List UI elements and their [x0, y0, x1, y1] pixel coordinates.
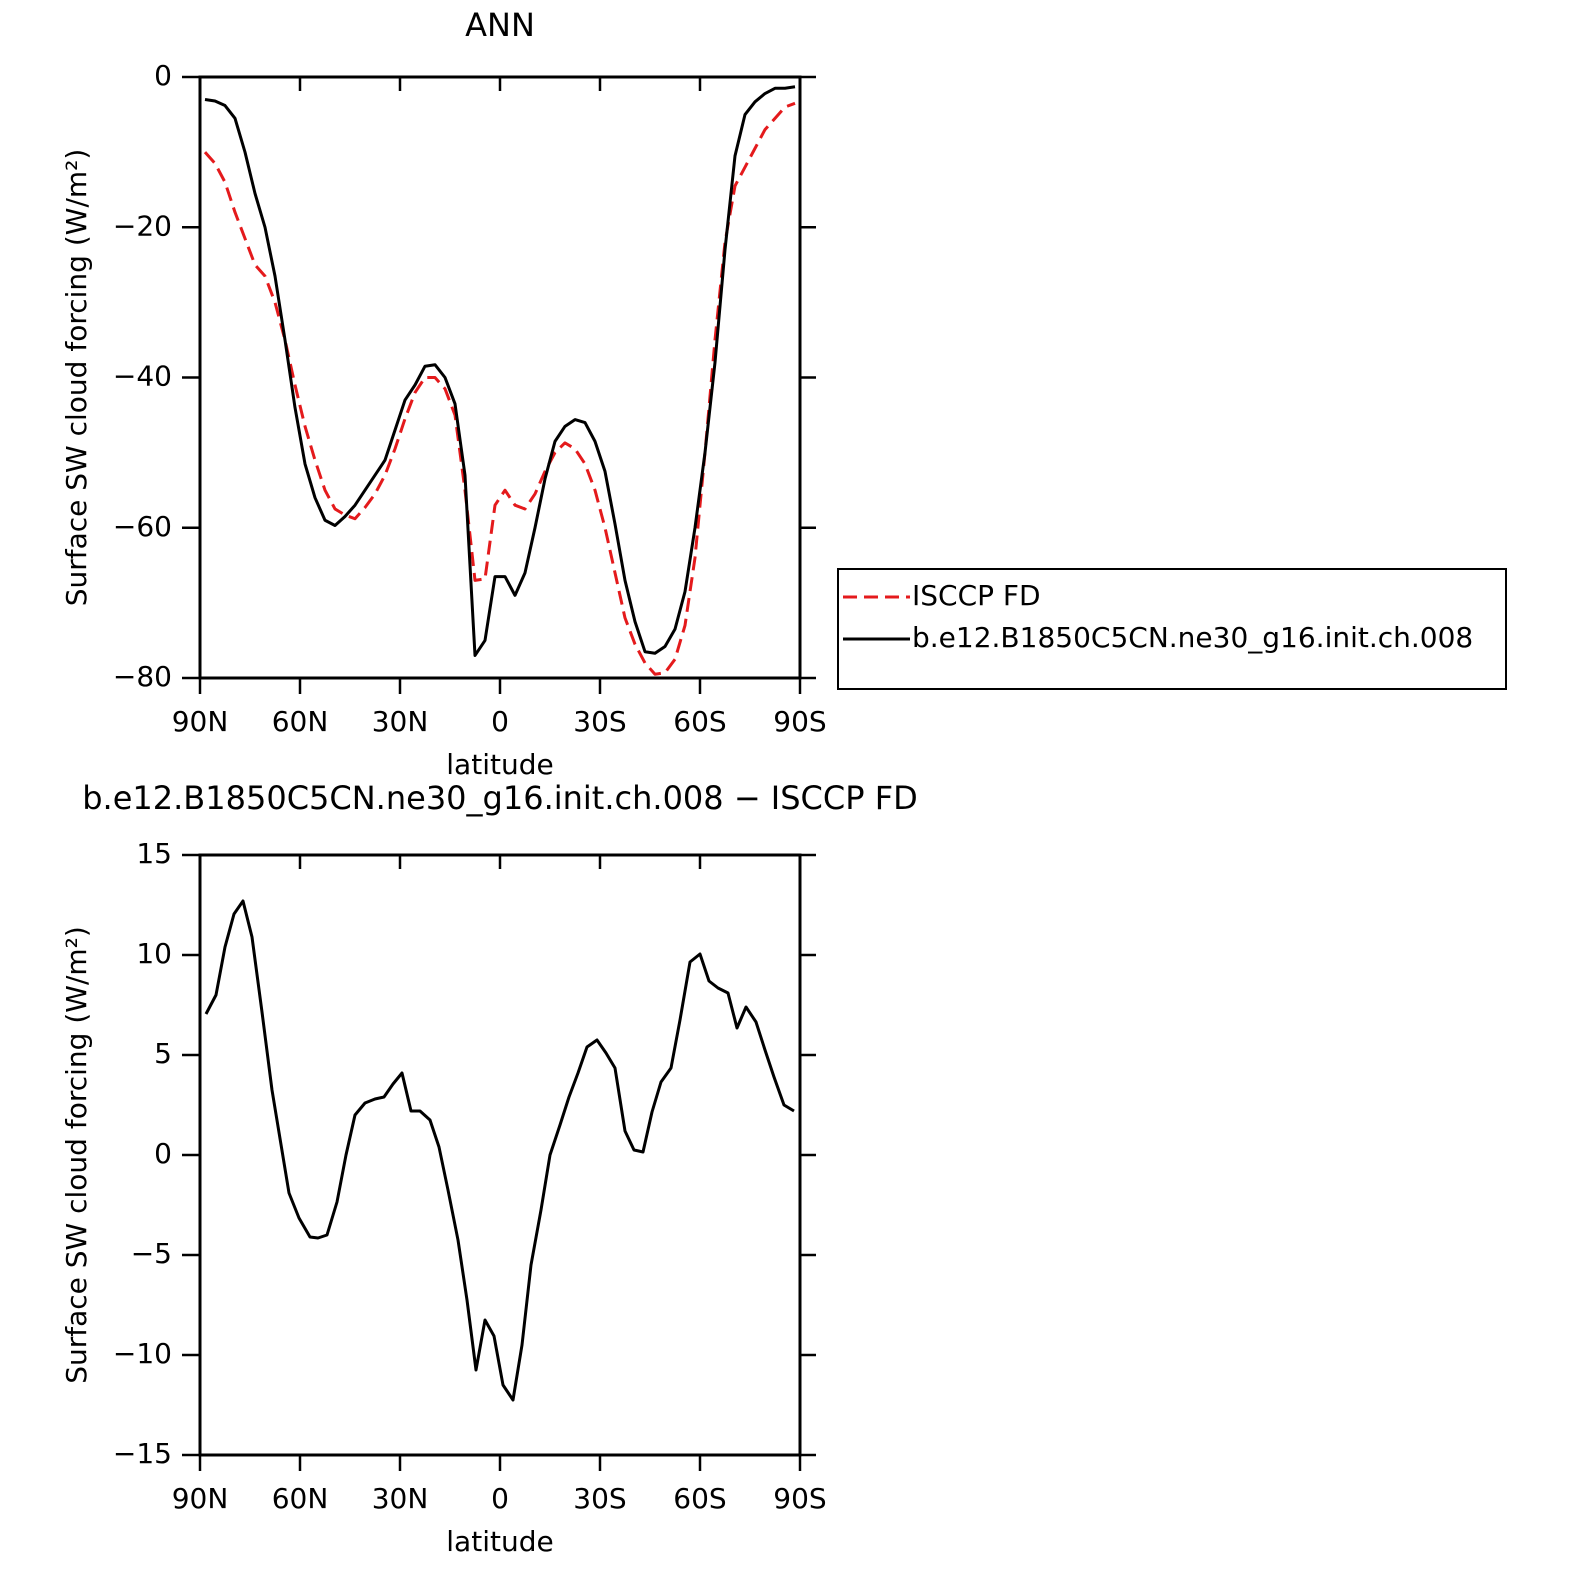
x-tick-label: 30S: [573, 1482, 626, 1515]
x-tick-label: 60N: [272, 705, 329, 738]
y-tick-label: 0: [154, 1137, 172, 1170]
plot-frame: [198, 853, 802, 1457]
y-tick-label: 10: [136, 937, 172, 970]
x-tick-label: 90S: [773, 1482, 826, 1515]
x-tick-label: 30N: [372, 1482, 429, 1515]
y-tick-label: −15: [113, 1437, 172, 1470]
x-axis-label: latitude: [446, 748, 553, 781]
y-tick-label: −60: [113, 510, 172, 543]
plot-frame: [198, 75, 802, 680]
x-tick-label: 60S: [673, 1482, 726, 1515]
x-tick-label: 90S: [773, 705, 826, 738]
x-tick-label: 60S: [673, 705, 726, 738]
y-tick-label: 0: [154, 59, 172, 92]
y-tick-label: −5: [131, 1237, 172, 1270]
legend-label: ISCCP FD: [912, 579, 1041, 612]
y-axis-label: Surface SW cloud forcing (W/m²): [60, 926, 93, 1384]
x-tick-label: 0: [491, 705, 509, 738]
chart-title: ANN: [465, 6, 535, 44]
data-line: [203, 101, 796, 676]
legend-box: [837, 568, 1507, 690]
y-tick-label: −10: [113, 1337, 172, 1370]
x-tick-label: 30S: [573, 705, 626, 738]
y-tick-label: 15: [136, 837, 172, 870]
data-line: [204, 899, 795, 1402]
x-tick-label: 60N: [272, 1482, 329, 1515]
x-tick-label: 30N: [372, 705, 429, 738]
x-tick-label: 90N: [172, 705, 229, 738]
legend-label: b.e12.B1850C5CN.ne30_g16.init.ch.008: [912, 621, 1473, 654]
y-tick-label: 5: [154, 1037, 172, 1070]
y-axis-label: Surface SW cloud forcing (W/m²): [60, 149, 93, 607]
y-tick-label: −80: [113, 660, 172, 693]
y-tick-label: −40: [113, 360, 172, 393]
x-tick-label: 90N: [172, 1482, 229, 1515]
x-tick-label: 0: [491, 1482, 509, 1515]
x-axis-label: latitude: [446, 1525, 553, 1558]
y-tick-label: −20: [113, 209, 172, 242]
data-line: [204, 85, 796, 657]
chart-title: b.e12.B1850C5CN.ne30_g16.init.ch.008 − I…: [82, 779, 918, 817]
